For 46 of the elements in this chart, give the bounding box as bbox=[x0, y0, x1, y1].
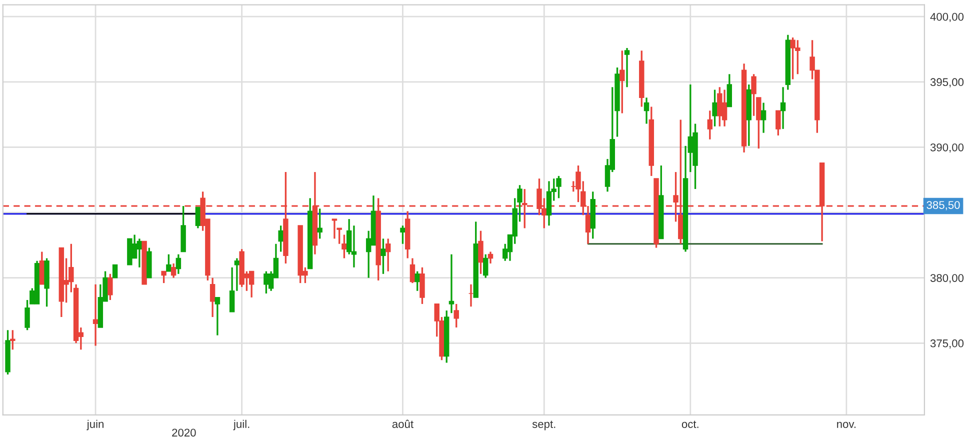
candlestick bbox=[707, 110, 713, 140]
candlestick bbox=[342, 234, 347, 260]
candlestick bbox=[400, 224, 406, 245]
y-tick-label: 395,00 bbox=[930, 78, 964, 88]
ref-line-label: 385,50 bbox=[926, 201, 960, 210]
x-tick-label: nov. bbox=[837, 422, 856, 428]
candlestick bbox=[166, 253, 172, 272]
x-tick-label: oct. bbox=[682, 420, 698, 428]
candlestick bbox=[92, 284, 98, 347]
candlestick bbox=[712, 88, 718, 128]
x-tick-label: juil. bbox=[233, 420, 250, 430]
candlestick bbox=[454, 303, 459, 328]
x-tick-label: sept. bbox=[532, 420, 556, 430]
candlestick bbox=[420, 266, 425, 305]
candlestick bbox=[278, 224, 284, 253]
candlestick bbox=[414, 270, 420, 292]
candlestick bbox=[214, 296, 220, 336]
candlestick bbox=[483, 253, 488, 279]
candlestick bbox=[380, 238, 386, 275]
candlestick bbox=[170, 262, 176, 279]
candlestick bbox=[488, 250, 494, 264]
candlestick bbox=[620, 50, 625, 114]
candlestick bbox=[780, 86, 786, 130]
candlestick bbox=[760, 102, 766, 134]
candlestick bbox=[112, 264, 118, 278]
candlestick bbox=[644, 96, 650, 125]
x-tick-label: août bbox=[392, 420, 414, 428]
y-tick-label: 390,00 bbox=[930, 143, 964, 153]
candlestick bbox=[624, 47, 630, 88]
candlestick bbox=[448, 253, 454, 314]
candlestick bbox=[478, 230, 484, 275]
candlestick bbox=[176, 253, 182, 275]
candlestick bbox=[776, 110, 781, 136]
candlestick bbox=[317, 208, 322, 240]
y-tick-label: 380,00 bbox=[930, 274, 964, 284]
y-tick-label: 375,00 bbox=[930, 339, 964, 349]
candlestick bbox=[10, 329, 16, 351]
candlestick bbox=[161, 270, 166, 284]
candlestick bbox=[726, 73, 732, 108]
candlestick bbox=[410, 257, 416, 284]
candlestick bbox=[210, 277, 216, 318]
x-tick-label: juin bbox=[86, 420, 104, 430]
candlestick bbox=[108, 273, 113, 301]
candlestick bbox=[385, 238, 391, 272]
y-tick-label: 400,00 bbox=[930, 12, 964, 22]
text: 2020 bbox=[172, 428, 196, 437]
